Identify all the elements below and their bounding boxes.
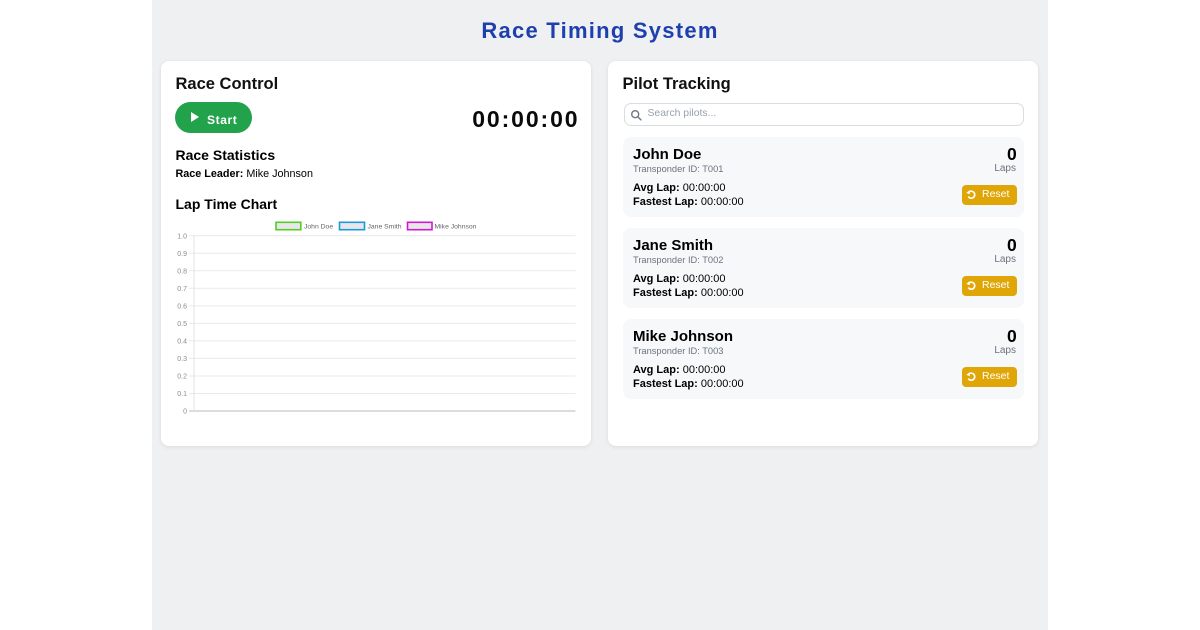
svg-text:0.6: 0.6 [177, 303, 187, 310]
svg-text:0.7: 0.7 [177, 286, 187, 293]
svg-text:0.1: 0.1 [177, 391, 187, 398]
svg-text:Jane Smith: Jane Smith [367, 223, 401, 230]
svg-text:0.3: 0.3 [177, 356, 187, 363]
svg-text:John Doe: John Doe [304, 223, 333, 230]
svg-text:0.5: 0.5 [177, 321, 187, 328]
svg-text:0.4: 0.4 [177, 338, 187, 345]
svg-text:Mike Johnson: Mike Johnson [434, 223, 476, 230]
svg-text:0.2: 0.2 [177, 374, 187, 381]
svg-text:0.8: 0.8 [177, 268, 187, 275]
svg-text:1.0: 1.0 [177, 233, 187, 240]
svg-text:0: 0 [183, 409, 187, 416]
svg-text:0.9: 0.9 [177, 251, 187, 258]
